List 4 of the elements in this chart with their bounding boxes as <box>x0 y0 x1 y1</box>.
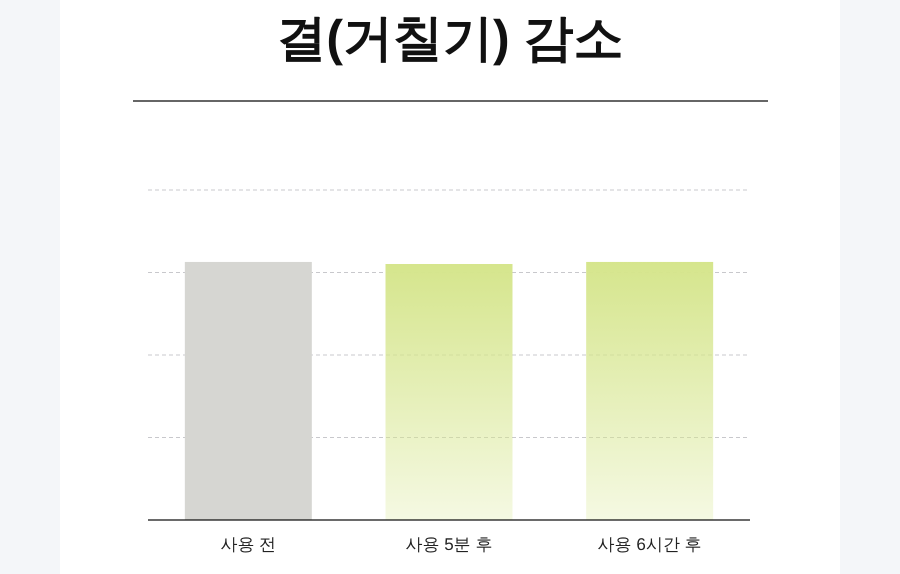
x-tick-label: 사용 6시간 후 <box>598 535 702 554</box>
x-tick-label: 사용 5분 후 <box>406 535 492 554</box>
x-tick-label: 사용 전 <box>220 535 276 554</box>
chart-title: 결(거칠기) 감소 <box>276 10 624 66</box>
